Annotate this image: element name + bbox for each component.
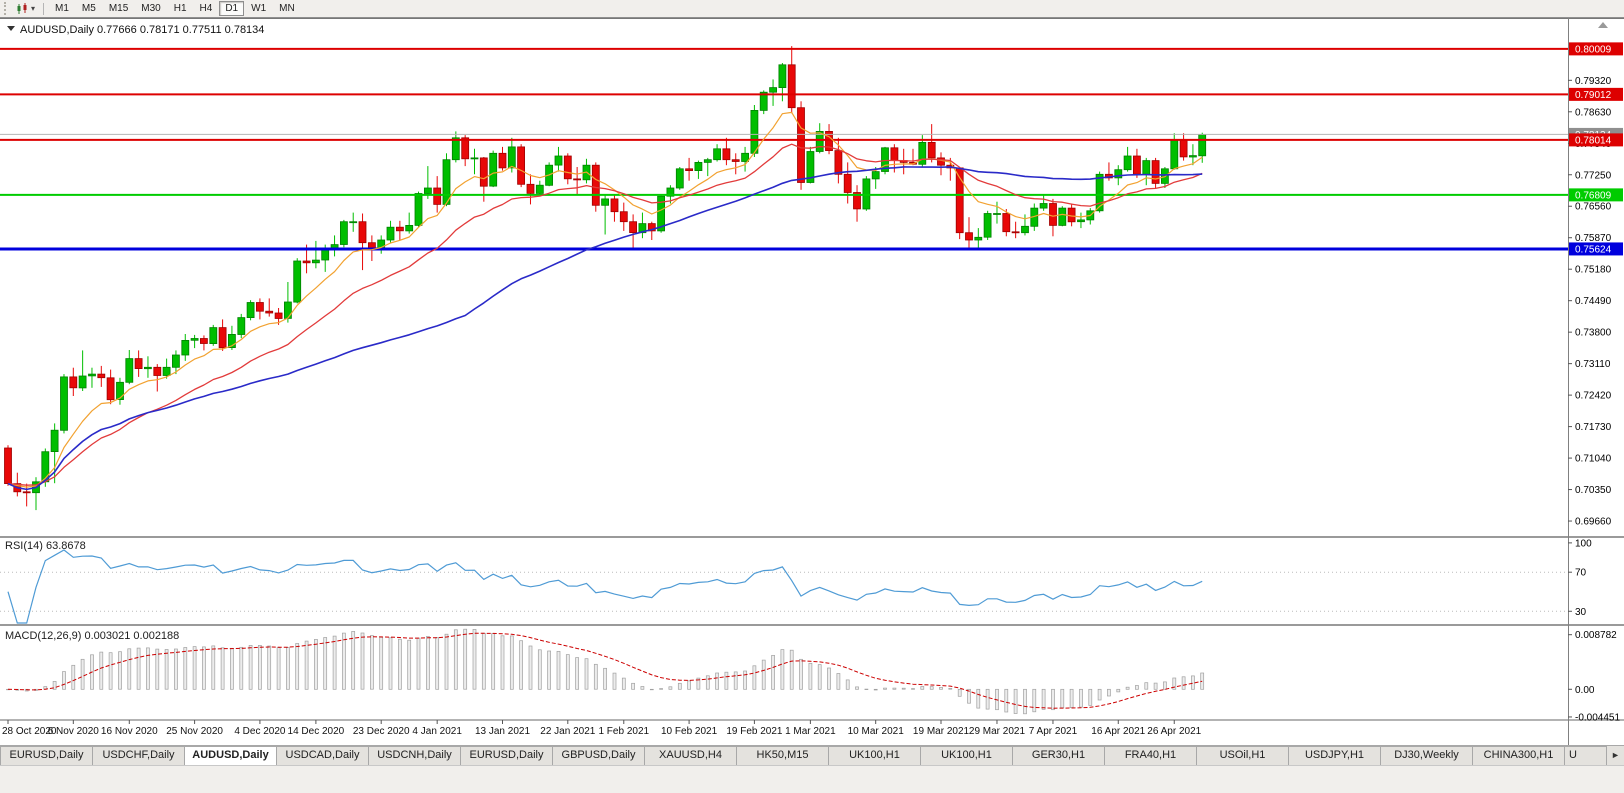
price-axis[interactable]: 0.793200.786300.779400.772500.765600.758…: [1568, 18, 1623, 745]
svg-text:0.69660: 0.69660: [1575, 517, 1612, 528]
chart-tabs: EURUSD,Daily USDCHF,Daily AUDUSD,Daily USDC…: [0, 746, 1606, 765]
svg-text:0.77250: 0.77250: [1575, 170, 1612, 181]
ma-mid-line: [7, 143, 1203, 486]
timeframes-toolbar: M1 M5 M15 M30 H1 H4 D1 W1 MN: [49, 1, 301, 16]
svg-text:100: 100: [1575, 538, 1592, 549]
svg-text:0.78014: 0.78014: [1575, 135, 1612, 146]
chart-type-button[interactable]: ▾: [13, 1, 38, 17]
chart-background: [0, 18, 1624, 745]
svg-text:0.79012: 0.79012: [1575, 90, 1612, 101]
svg-text:7 Apr 2021: 7 Apr 2021: [1029, 726, 1078, 737]
svg-text:14 Dec 2020: 14 Dec 2020: [288, 726, 345, 737]
svg-text:30: 30: [1575, 607, 1587, 618]
candlesticks[interactable]: [4, 46, 1207, 511]
chart-tabbar: EURUSD,Daily USDCHF,Daily AUDUSD,Daily USDC…: [0, 745, 1624, 765]
svg-text:0.75870: 0.75870: [1575, 233, 1612, 244]
svg-text:0.75624: 0.75624: [1575, 244, 1612, 255]
timeframe-button-H1[interactable]: H1: [173, 3, 187, 14]
svg-text:1 Feb 2021: 1 Feb 2021: [598, 726, 649, 737]
svg-text:-0.004451: -0.004451: [1575, 712, 1620, 723]
chart-tab-HK50-M15[interactable]: HK50,M15: [736, 746, 829, 765]
chart-shift-marker[interactable]: [1598, 22, 1608, 28]
chart-tab-EURUSD-Daily[interactable]: EURUSD,Daily: [460, 746, 553, 765]
svg-text:10 Feb 2021: 10 Feb 2021: [661, 726, 718, 737]
svg-text:19 Mar 2021: 19 Mar 2021: [913, 726, 970, 737]
timeframe-button-M30[interactable]: M30: [141, 3, 161, 14]
svg-text:0.76560: 0.76560: [1575, 202, 1612, 213]
svg-text:0.79320: 0.79320: [1575, 76, 1612, 87]
status-bar: [0, 765, 1624, 793]
tab-scroll-right-button[interactable]: ►: [1606, 746, 1624, 765]
svg-text:4 Jan 2021: 4 Jan 2021: [412, 726, 462, 737]
chart-tab-USDCHF-Daily[interactable]: USDCHF,Daily: [92, 746, 185, 765]
candlestick-chart-icon: [17, 2, 27, 14]
svg-text:0.73110: 0.73110: [1575, 359, 1611, 370]
svg-text:0.72420: 0.72420: [1575, 391, 1612, 402]
rsi-label: RSI(14) 63.8678: [5, 540, 86, 552]
top-toolbar: ▾ M1 M5 M15 M30 H1 H4 D1 W1 MN: [0, 0, 1624, 18]
svg-text:6 Nov 2020: 6 Nov 2020: [48, 726, 100, 737]
chart-tab-GER30-H1[interactable]: GER30,H1: [1012, 746, 1105, 765]
ma-fast-line: [7, 111, 1203, 488]
ma-slow-line: [7, 166, 1203, 491]
macd-histogram: [6, 628, 1205, 715]
toolbar-separator: [43, 2, 45, 15]
svg-text:0.75180: 0.75180: [1575, 265, 1612, 276]
chart-tab-FRA40-H1[interactable]: FRA40,H1: [1104, 746, 1197, 765]
svg-text:22 Jan 2021: 22 Jan 2021: [540, 726, 595, 737]
svg-text:0.74490: 0.74490: [1575, 296, 1612, 307]
timeframe-button-M5[interactable]: M5: [81, 3, 96, 14]
svg-text:4 Dec 2020: 4 Dec 2020: [234, 726, 286, 737]
svg-text:0.70350: 0.70350: [1575, 485, 1612, 496]
timeframe-button-H4[interactable]: H4: [199, 3, 213, 14]
macd-label: MACD(12,26,9) 0.003021 0.002188: [5, 630, 179, 642]
chart-tab-GBPUSD-Daily[interactable]: GBPUSD,Daily: [552, 746, 645, 765]
timeframe-button-D1[interactable]: D1: [219, 1, 245, 16]
svg-text:0.00: 0.00: [1575, 685, 1595, 696]
toolbar-grip[interactable]: [4, 2, 9, 15]
chart-tab-XAUUSD-H4[interactable]: XAUUSD,H4: [644, 746, 737, 765]
chart-tab-EURUSD-Daily[interactable]: EURUSD,Daily: [0, 746, 93, 765]
caret-down-icon: ▾: [31, 3, 36, 13]
chart-title: AUDUSD,Daily 0.77666 0.78171 0.77511 0.7…: [20, 24, 264, 36]
svg-text:0.71040: 0.71040: [1575, 454, 1612, 465]
svg-text:16 Apr 2021: 16 Apr 2021: [1091, 726, 1145, 737]
svg-text:23 Dec 2020: 23 Dec 2020: [353, 726, 410, 737]
svg-text:19 Feb 2021: 19 Feb 2021: [726, 726, 783, 737]
svg-text:13 Jan 2021: 13 Jan 2021: [475, 726, 530, 737]
collapse-ohlc-icon[interactable]: [7, 26, 15, 31]
svg-text:70: 70: [1575, 568, 1587, 579]
chart-tab-USOil-H1[interactable]: USOil,H1: [1196, 746, 1289, 765]
chart-tab-UK100-H1[interactable]: UK100,H1: [920, 746, 1013, 765]
svg-text:25 Nov 2020: 25 Nov 2020: [166, 726, 223, 737]
timeframe-button-M15[interactable]: M15: [108, 3, 129, 14]
chart-tab-USDJPY-H1[interactable]: USDJPY,H1: [1288, 746, 1381, 765]
timeframe-button-W1[interactable]: W1: [251, 3, 267, 14]
chart-tab-U[interactable]: U: [1564, 746, 1606, 765]
chart-tab-UK100-H1[interactable]: UK100,H1: [828, 746, 921, 765]
chart-tab-DJ30-Weekly[interactable]: DJ30,Weekly: [1380, 746, 1473, 765]
chart-tab-USDCAD-Daily[interactable]: USDCAD,Daily: [276, 746, 369, 765]
svg-text:29 Mar 2021: 29 Mar 2021: [969, 726, 1026, 737]
svg-text:0.78630: 0.78630: [1575, 107, 1612, 118]
svg-text:0.008782: 0.008782: [1575, 630, 1617, 641]
svg-text:0.73800: 0.73800: [1575, 328, 1612, 339]
timeframe-button-MN[interactable]: MN: [279, 3, 295, 14]
svg-text:1 Mar 2021: 1 Mar 2021: [785, 726, 836, 737]
svg-text:10 Mar 2021: 10 Mar 2021: [848, 726, 905, 737]
chart-tab-USDCNH-Daily[interactable]: USDCNH,Daily: [368, 746, 461, 765]
svg-text:0.80009: 0.80009: [1575, 44, 1612, 55]
price-chart-area[interactable]: RSI(14) 63.8678 MACD(12,26,9) 0.003021 0.…: [0, 18, 1624, 745]
svg-text:26 Apr 2021: 26 Apr 2021: [1147, 726, 1201, 737]
timeframe-button-M1[interactable]: M1: [55, 3, 69, 14]
svg-text:28 Oct 2020: 28 Oct 2020: [2, 726, 57, 737]
chart-tab-CHINA300-H1[interactable]: CHINA300,H1: [1472, 746, 1565, 765]
macd-signal-line: [7, 632, 1203, 709]
svg-text:0.71730: 0.71730: [1575, 422, 1612, 433]
svg-text:0.76809: 0.76809: [1575, 190, 1612, 201]
svg-text:16 Nov 2020: 16 Nov 2020: [101, 726, 158, 737]
chart-tab-AUDUSD-Daily[interactable]: AUDUSD,Daily: [184, 746, 277, 765]
rsi-line: [7, 549, 1203, 624]
